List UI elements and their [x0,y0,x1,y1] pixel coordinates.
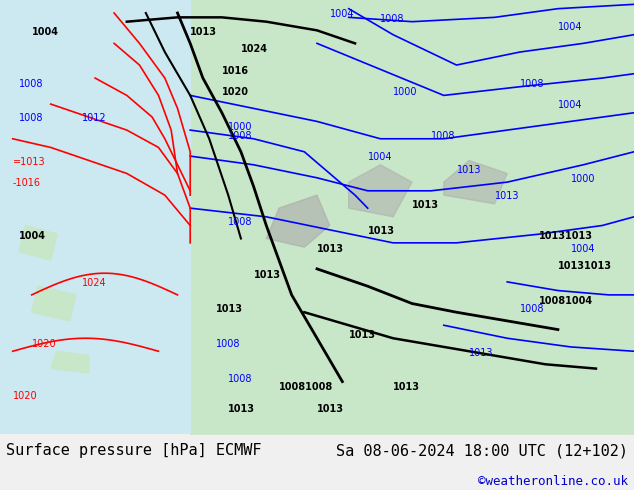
Polygon shape [0,0,139,108]
Text: 1008: 1008 [216,339,240,349]
Text: 1008: 1008 [228,218,253,227]
Polygon shape [444,160,507,204]
Text: 1004: 1004 [19,230,46,241]
Text: Surface pressure [hPa] ECMWF: Surface pressure [hPa] ECMWF [6,443,262,458]
Text: 10081004: 10081004 [539,295,593,306]
Text: 1000: 1000 [228,122,253,132]
Text: 1012: 1012 [82,113,107,123]
Text: 1020: 1020 [222,87,249,98]
Text: 1008: 1008 [520,304,545,314]
Text: 1013: 1013 [228,404,256,414]
Text: 1020: 1020 [32,339,56,349]
Polygon shape [32,286,76,321]
Text: 1013: 1013 [317,404,344,414]
Polygon shape [19,225,57,260]
Text: 1013: 1013 [317,244,344,253]
Text: 1013: 1013 [495,192,519,201]
Text: 1013: 1013 [216,304,243,314]
Polygon shape [349,165,412,217]
Text: 1004: 1004 [32,26,59,37]
Text: 1004: 1004 [368,152,392,163]
Text: 1008: 1008 [228,373,253,384]
Text: 1013: 1013 [349,330,376,340]
Text: 1024: 1024 [82,278,107,288]
Text: 1004: 1004 [330,9,354,19]
Text: ©weatheronline.co.uk: ©weatheronline.co.uk [477,475,628,488]
Text: 1013: 1013 [393,382,420,392]
Text: 10131013: 10131013 [539,230,593,241]
Text: 1024: 1024 [241,44,268,54]
Text: 1020: 1020 [13,391,37,401]
Polygon shape [51,351,89,373]
Text: 1013: 1013 [469,347,494,358]
Polygon shape [266,195,330,247]
Text: 1008: 1008 [228,131,253,141]
Text: 1013: 1013 [254,270,281,279]
Text: =1013: =1013 [13,157,45,167]
Text: 10081008: 10081008 [279,382,333,392]
Text: 1013: 1013 [412,200,439,210]
Text: 1000: 1000 [571,174,595,184]
Text: 1004: 1004 [558,23,583,32]
Text: 1008: 1008 [19,79,44,89]
Text: Sa 08-06-2024 18:00 UTC (12+102): Sa 08-06-2024 18:00 UTC (12+102) [335,443,628,458]
Polygon shape [0,0,190,434]
Text: 1008: 1008 [380,14,405,24]
Text: 10131013: 10131013 [558,261,612,271]
Text: 1000: 1000 [393,87,418,98]
Text: 1008: 1008 [19,113,44,123]
Text: 1008: 1008 [431,131,456,141]
Text: -1016: -1016 [13,178,41,189]
Text: 1013: 1013 [368,226,395,236]
Text: 1008: 1008 [520,79,545,89]
Text: 1004: 1004 [558,100,583,110]
Text: 1013: 1013 [190,26,217,37]
Text: 1004: 1004 [571,244,595,253]
Text: 1013: 1013 [456,166,481,175]
Text: 1016: 1016 [222,66,249,76]
